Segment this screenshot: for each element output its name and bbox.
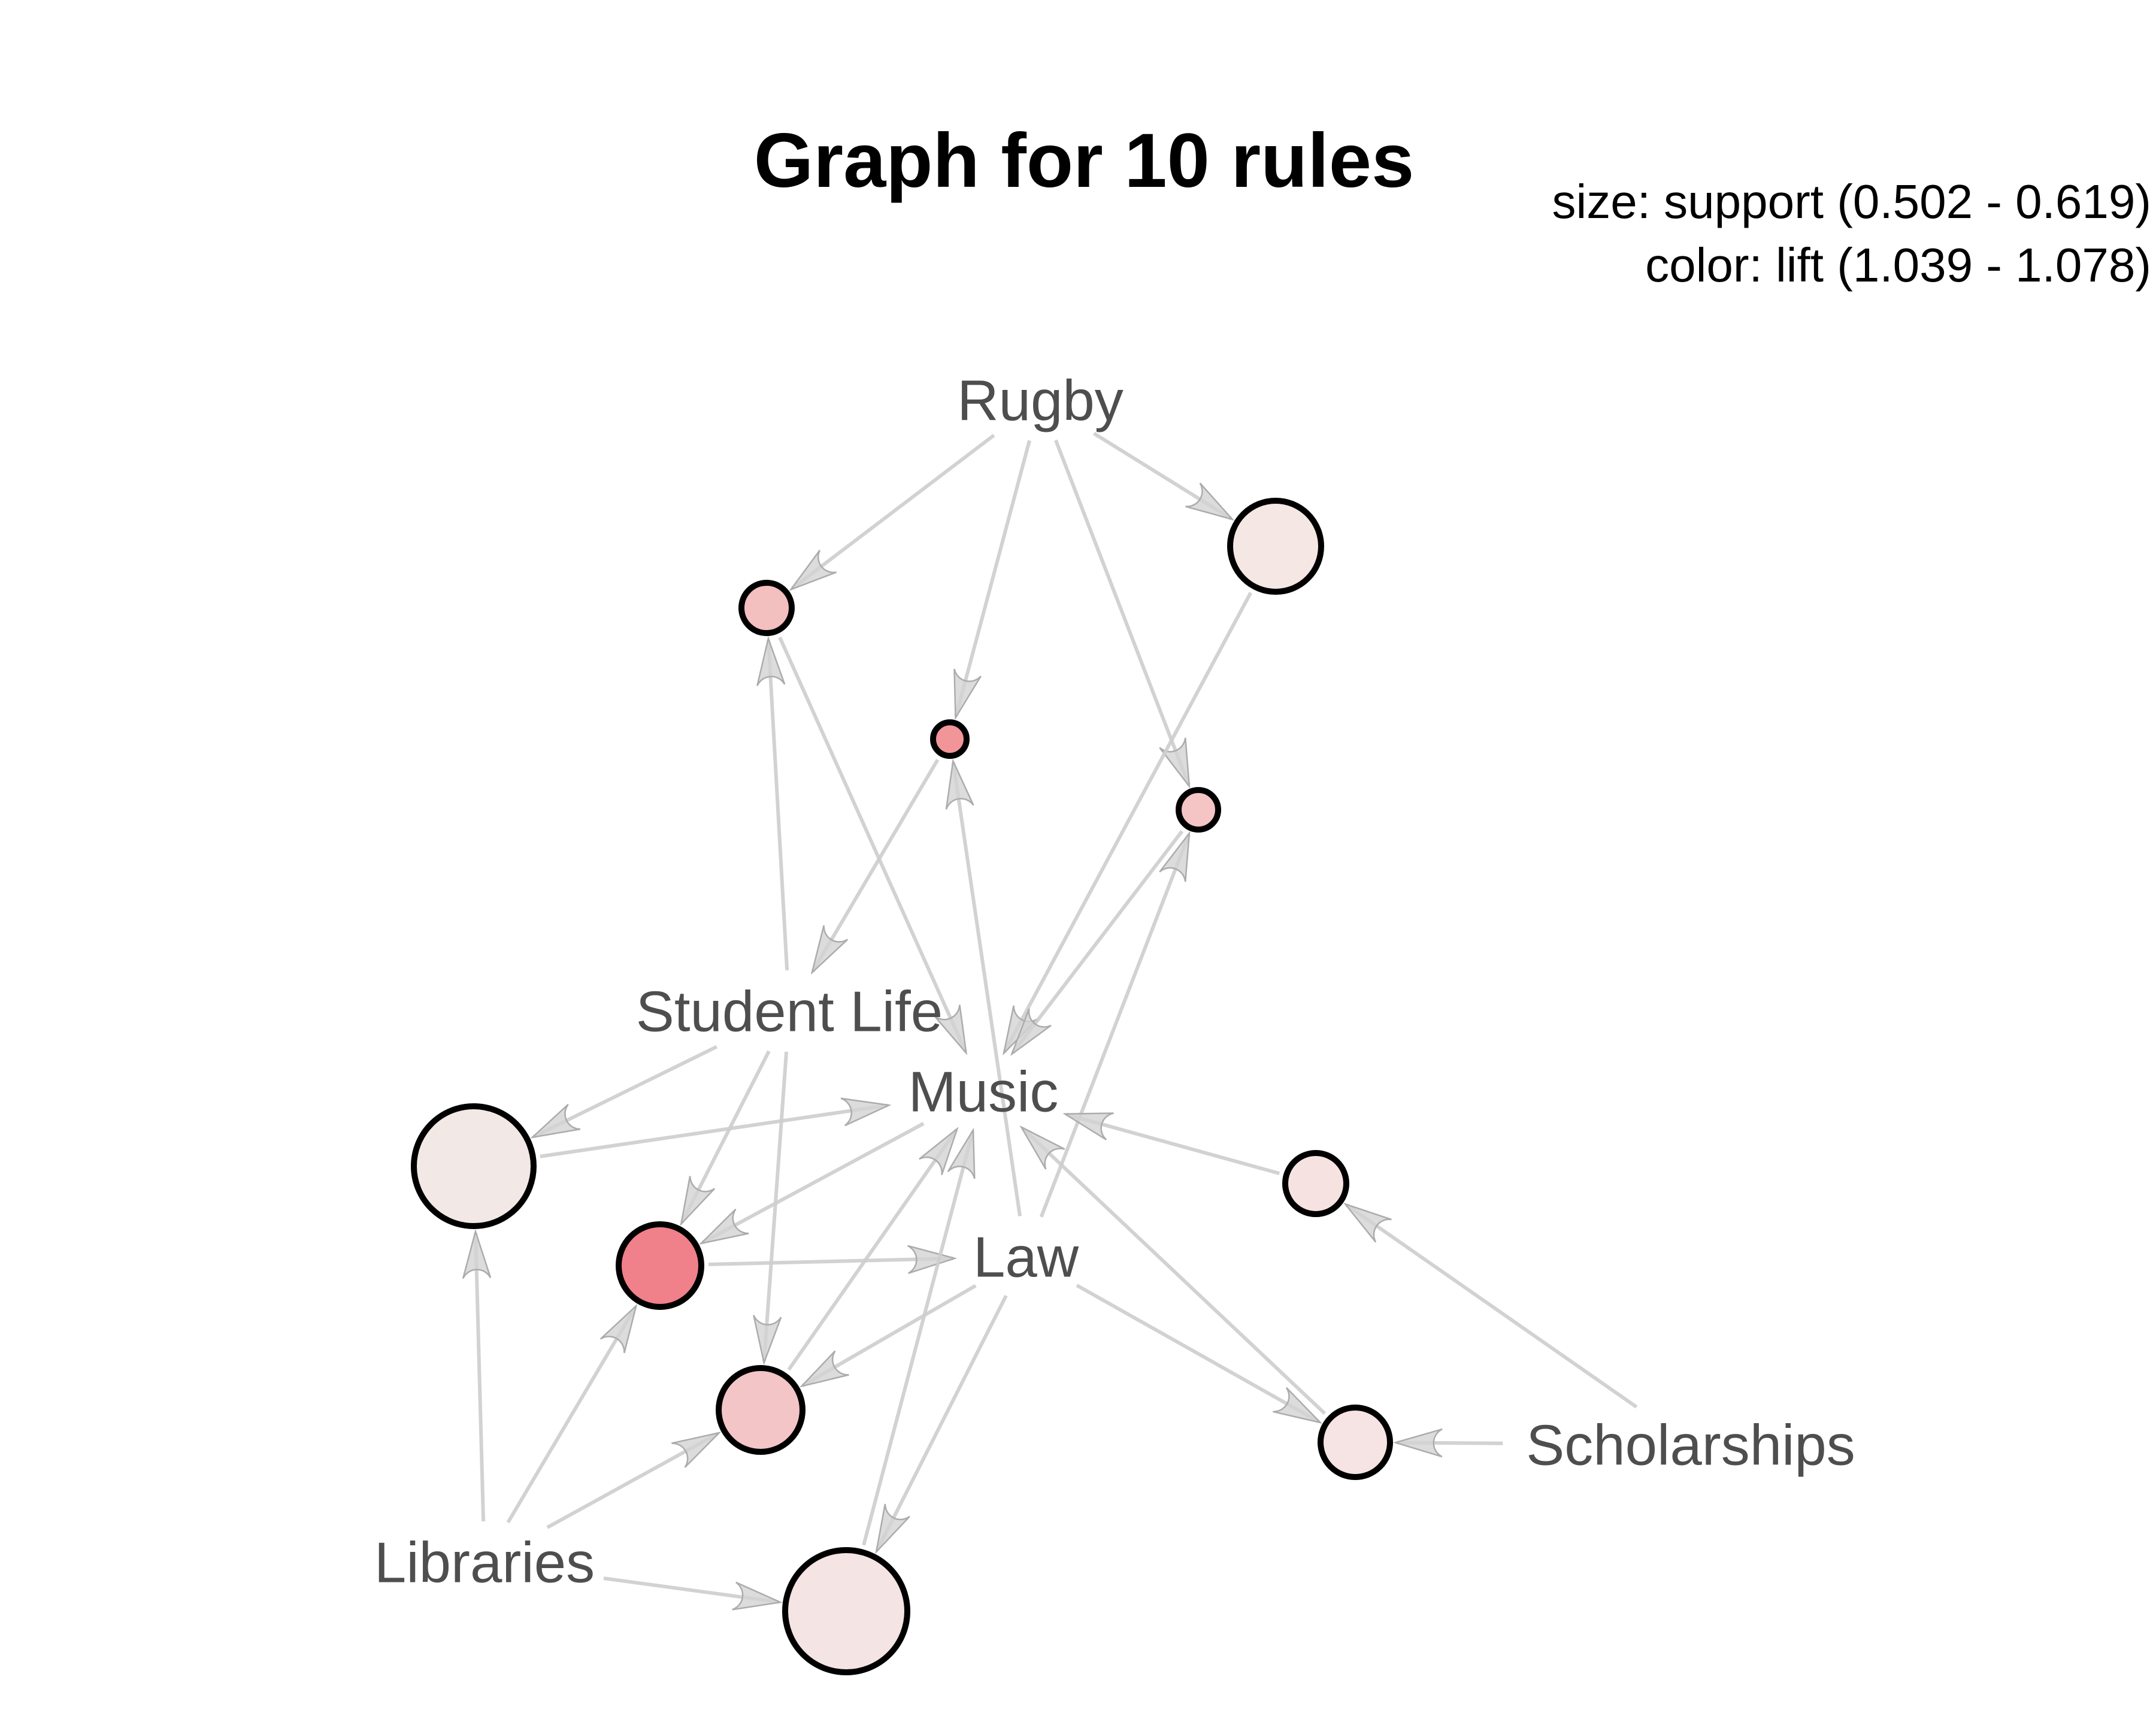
- chart-title: Graph for 10 rules: [754, 118, 1415, 204]
- edge-libraries-n7: [506, 1308, 635, 1524]
- edge-n7-law: [708, 1258, 953, 1264]
- rule-node-n3: {Rugby, Law} => {Student Life}: [930, 719, 970, 759]
- rule-node-n10: {Law, Libraries} => {Music}: [782, 1547, 910, 1675]
- rule-node-n1: {Rugby} => {Music}: [1227, 498, 1324, 595]
- rule-nodes-layer: {Rugby} => {Music} {Rugby, Student Life} …: [411, 498, 1393, 1675]
- edge-law-n4: [1039, 835, 1191, 1218]
- edge-n5-music: [540, 1106, 888, 1158]
- edge-student_life-n5: [534, 1045, 718, 1137]
- rule-node-n5: {Student Life, Libraries} => {Music}: [411, 1103, 537, 1229]
- edge-rugby-n4: [1054, 439, 1191, 785]
- edge-n8-music: [787, 1130, 956, 1371]
- rule-node-n6: {Scholarships} => {Music}: [1282, 1150, 1349, 1217]
- edge-n3-student_life: [813, 758, 940, 971]
- edge-libraries-n8: [546, 1434, 717, 1529]
- edge-law-n9: [1076, 1284, 1319, 1422]
- rule-node-n8: {Student Life, Law, Libraries} => {Music…: [716, 1365, 806, 1455]
- edge-law-n3: [953, 763, 1022, 1216]
- edge-rugby-n1: [1092, 432, 1231, 519]
- rule-node-n9: {Law, Scholarships} => {Music}: [1318, 1405, 1393, 1480]
- edge-student_life-n7: [682, 1050, 771, 1222]
- edge-libraries-n5: [476, 1233, 483, 1522]
- edge-student_life-n2: [768, 640, 789, 971]
- legend-size-line: size: support (0.502 - 0.619): [1552, 175, 2151, 228]
- edge-n4-music: [1013, 830, 1184, 1053]
- rule-node-n4: {Rugby, Law} => {Music}: [1176, 787, 1221, 833]
- item-label-rugby: Rugby: [957, 369, 1124, 433]
- item-label-law: Law: [973, 1225, 1079, 1290]
- item-label-libraries: Libraries: [374, 1531, 595, 1595]
- rule-node-n7: {Student Life, Music, Libraries} => {Law…: [616, 1221, 704, 1310]
- edge-music-n7: [702, 1122, 925, 1243]
- legend-color-line: color: lift (1.039 - 1.078): [1645, 238, 2151, 292]
- edge-student_life-n8: [764, 1051, 789, 1361]
- item-label-music: Music: [909, 1060, 1059, 1124]
- edge-n9-music: [1022, 1128, 1327, 1415]
- item-labels-layer: Rugby Student Life Music Law Libraries Schola…: [374, 369, 1855, 1595]
- rule-node-n2: {Rugby, Student Life} => {Music}: [738, 580, 795, 636]
- edge-n6-music: [1067, 1115, 1280, 1176]
- edge-rugby-n2: [792, 434, 995, 589]
- edge-n10-music: [862, 1132, 973, 1546]
- item-label-student_life: Student Life: [636, 980, 943, 1044]
- edge-law-n8: [803, 1284, 977, 1385]
- item-label-scholarships: Scholarships: [1526, 1414, 1855, 1478]
- edge-n2-music: [778, 637, 965, 1051]
- edges-layer: [476, 432, 1638, 1602]
- edge-law-n10: [877, 1294, 1008, 1550]
- edge-libraries-n10: [603, 1576, 779, 1602]
- edge-rugby-n3: [956, 440, 1031, 716]
- edge-scholarships-n6: [1347, 1205, 1638, 1409]
- edge-n1-music: [1004, 592, 1253, 1052]
